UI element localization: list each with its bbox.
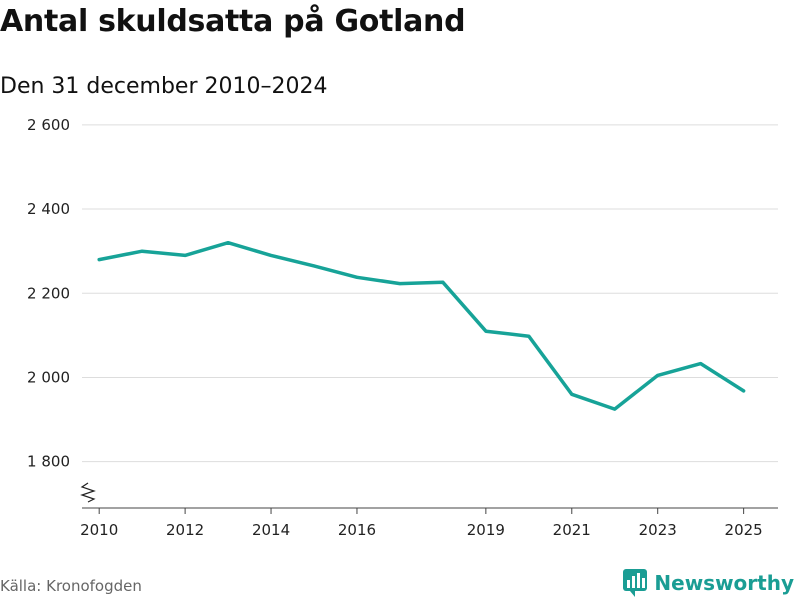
y-tick-label: 2 200	[27, 284, 70, 302]
data-point	[398, 282, 402, 286]
y-tick-label: 1 800	[27, 453, 70, 471]
brand-name: Newsworthy	[654, 571, 794, 595]
newsworthy-logo-icon	[623, 569, 648, 597]
x-tick-label: 2021	[553, 521, 591, 539]
chart-title: Antal skuldsatta på Gotland	[0, 4, 466, 39]
data-point	[742, 389, 746, 393]
data-point	[656, 373, 660, 377]
data-point	[312, 264, 316, 268]
y-tick-label: 2 000	[27, 368, 70, 386]
x-tick-label: 2010	[80, 521, 118, 539]
data-point	[183, 253, 187, 257]
data-point	[97, 258, 101, 262]
x-tick-label: 2014	[252, 521, 290, 539]
series-line	[97, 240, 746, 411]
data-point	[226, 241, 230, 245]
data-point	[484, 329, 488, 333]
x-tick-label: 2019	[467, 521, 505, 539]
data-point	[527, 334, 531, 338]
x-tick-label: 2023	[639, 521, 677, 539]
x-tick-label: 2025	[725, 521, 763, 539]
y-tick-label: 2 600	[27, 116, 70, 134]
source-note: Källa: Kronofogden	[0, 577, 142, 595]
y-tick-label: 2 400	[27, 200, 70, 218]
chart-subtitle: Den 31 december 2010–2024	[0, 74, 328, 99]
axis-break-icon	[80, 482, 96, 503]
data-point	[570, 392, 574, 396]
line-chart: 1 800 2 000 2 200 2 400 2 600 2010 2012 2014 201…	[27, 116, 778, 539]
data-point	[613, 407, 617, 411]
brand: Newsworthy	[622, 568, 794, 598]
data-point	[441, 280, 445, 284]
x-tick-label: 2012	[166, 521, 204, 539]
data-point	[699, 362, 703, 366]
data-point	[140, 249, 144, 253]
data-point	[355, 275, 359, 279]
x-tick-label: 2016	[338, 521, 376, 539]
data-point	[269, 253, 273, 257]
